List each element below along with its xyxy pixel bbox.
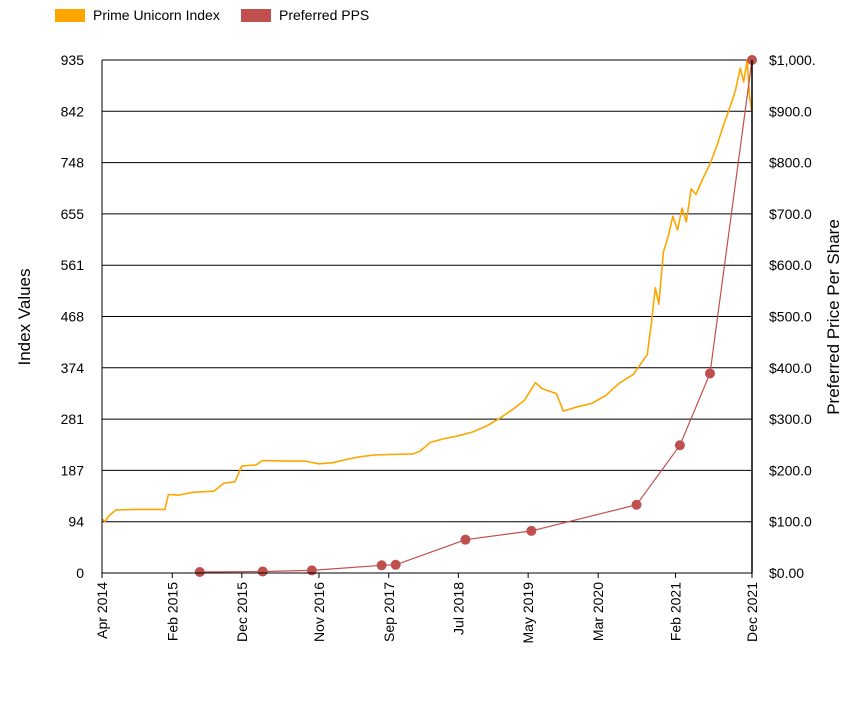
y-right-tick-label: $500.0 bbox=[769, 309, 812, 325]
x-tick-label: Jul 2018 bbox=[450, 582, 466, 635]
x-tick-label: May 2019 bbox=[520, 582, 536, 644]
preferred-pps-point bbox=[460, 534, 471, 545]
x-tick-label: Feb 2021 bbox=[668, 582, 684, 641]
preferred-pps-point bbox=[631, 499, 642, 510]
preferred-pps-point bbox=[376, 560, 387, 571]
y-right-tick-label: $200.0 bbox=[769, 462, 812, 478]
y-left-tick-label: 374 bbox=[61, 360, 85, 376]
y-right-tick-label: $400.0 bbox=[769, 360, 812, 376]
y-left-tick-label: 842 bbox=[61, 103, 85, 119]
x-tick-label: Dec 2021 bbox=[744, 582, 760, 642]
y-right-tick-label: $1,000. bbox=[769, 52, 816, 68]
y-left-tick-label: 468 bbox=[61, 309, 85, 325]
x-tick-label: Feb 2015 bbox=[164, 582, 180, 641]
preferred-pps-point bbox=[194, 566, 205, 577]
preferred-pps-point bbox=[674, 440, 685, 451]
x-tick-label: Dec 2015 bbox=[234, 582, 250, 642]
legend: Prime Unicorn Index Preferred PPS bbox=[55, 7, 369, 23]
preferred-pps-point bbox=[526, 525, 537, 536]
preferred-pps-point bbox=[306, 565, 317, 576]
y-right-tick-label: $900.0 bbox=[769, 103, 812, 119]
y-left-tick-label: 935 bbox=[61, 52, 85, 68]
y-right-tick-label: $0.00 bbox=[769, 565, 804, 581]
x-tick-label: Sep 2017 bbox=[381, 582, 397, 642]
y-left-tick-label: 187 bbox=[61, 462, 85, 478]
prime-unicorn-index-line bbox=[101, 59, 753, 523]
y-left-tick-label: 748 bbox=[61, 155, 85, 171]
y-left-tick-label: 0 bbox=[76, 565, 84, 581]
y-right-tick-label: $100.0 bbox=[769, 514, 812, 530]
y-left-tick-label: 94 bbox=[68, 514, 84, 530]
legend-label: Preferred PPS bbox=[279, 7, 369, 23]
y-right-tick-label: $800.0 bbox=[769, 155, 812, 171]
preferred-pps-point bbox=[257, 566, 268, 577]
y-left-tick-label: 561 bbox=[61, 257, 85, 273]
x-tick-label: Apr 2014 bbox=[94, 582, 110, 639]
y-left-tick-label: 281 bbox=[61, 411, 85, 427]
y-axis-left-label: Index Values bbox=[15, 268, 34, 365]
y-right-tick-label: $700.0 bbox=[769, 206, 812, 222]
preferred-pps-point bbox=[390, 559, 401, 570]
tick-labels: 0 $0.00 94 $100.0 187 $200.0 281 $300.0 374 $400.… bbox=[61, 52, 816, 643]
x-tick-label: Nov 2016 bbox=[311, 582, 327, 642]
legend-swatch bbox=[241, 9, 271, 22]
legend-swatch bbox=[55, 9, 85, 22]
gridlines bbox=[102, 59, 752, 574]
x-tick-label: Mar 2020 bbox=[590, 582, 606, 641]
preferred-pps-point bbox=[704, 368, 715, 379]
y-right-tick-label: $600.0 bbox=[769, 257, 812, 273]
legend-label: Prime Unicorn Index bbox=[93, 7, 220, 23]
axes bbox=[101, 60, 753, 578]
y-axis-right-label: Preferred Price Per Share bbox=[824, 219, 843, 415]
y-right-tick-label: $300.0 bbox=[769, 411, 812, 427]
series-layer bbox=[101, 55, 757, 577]
y-left-tick-label: 655 bbox=[61, 206, 85, 222]
